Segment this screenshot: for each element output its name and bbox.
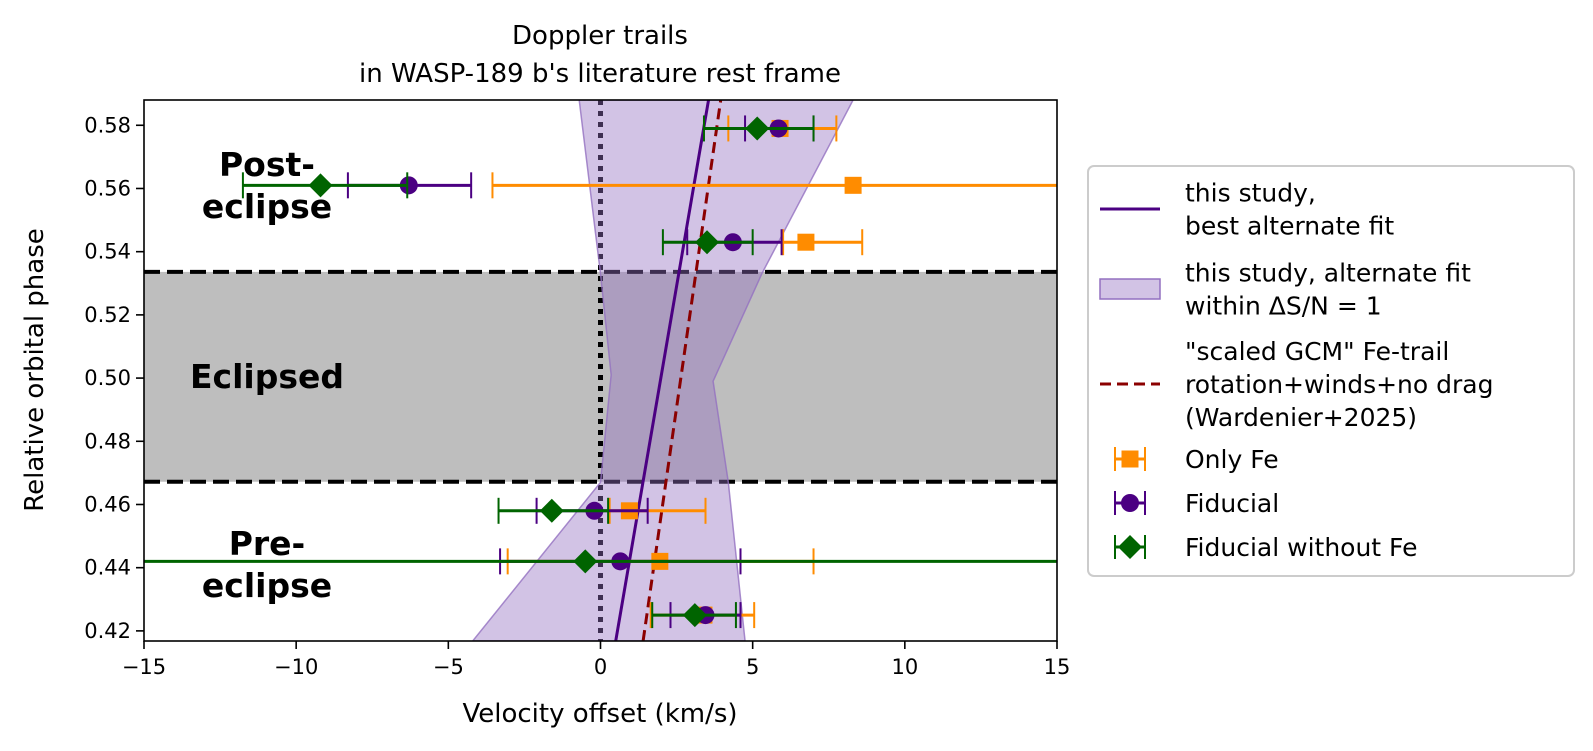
svg-text:Pre-: Pre- — [229, 524, 306, 563]
y-tick-label: 0.46 — [84, 492, 131, 516]
x-tick-label: 5 — [746, 655, 759, 679]
y-tick-label: 0.54 — [84, 240, 131, 264]
data-point-diamond — [539, 498, 564, 523]
y-tick-label: 0.58 — [84, 113, 131, 137]
legend-item-this-study-best-alternate-fit: this study, best alternate fit — [1100, 179, 1394, 241]
data-point-diamond — [308, 173, 333, 198]
data-point-diamond — [745, 116, 770, 141]
x-tick-label: −5 — [433, 655, 464, 679]
legend-band-swatch — [1099, 278, 1161, 300]
legend-label: this study, — [1185, 179, 1316, 208]
legend-label: best alternate fit — [1185, 212, 1394, 241]
data-point-square — [797, 233, 815, 251]
legend-label: this study, alternate fit — [1185, 259, 1471, 288]
region-label-post-eclipse: Post- eclipse — [202, 145, 332, 226]
data-point-square — [844, 176, 862, 194]
legend-label: Fiducial — [1185, 489, 1279, 518]
chart-title-line-1: Doppler trails — [512, 21, 688, 51]
data-point-diamond — [695, 230, 720, 255]
y-axis-ticks: 0.42 0.44 0.46 0.48 0.50 0.52 0.54 0.56 0.58 — [84, 113, 144, 643]
chart-title-line-2: in WASP-189 b's literature rest frame — [359, 59, 841, 89]
legend-item--scaled-gcm-fe-trail-rotation-winds-no-drag-wardenier-2025: "scaled GCM" Fe-trail rotation+winds+no d… — [1100, 337, 1493, 432]
svg-text:Post-: Post- — [219, 145, 315, 184]
legend-item-this-study-alternate-fit-within-s-n-1: this study, alternate fit within ΔS/N = 1 — [1099, 259, 1471, 321]
y-tick-label: 0.52 — [84, 303, 131, 327]
y-tick-label: 0.44 — [84, 556, 131, 580]
legend-item-fiducial-without-fe: Fiducial without Fe — [1114, 533, 1417, 562]
region-label-pre-eclipse: Pre- eclipse — [202, 524, 332, 605]
y-axis-label: Relative orbital phase — [20, 228, 50, 512]
x-axis-ticks: −15 −10 −5 0 5 10 15 — [122, 641, 1071, 679]
data-point-diamond — [682, 603, 707, 628]
y-tick-label: 0.50 — [84, 366, 131, 390]
y-tick-label: 0.56 — [84, 176, 131, 200]
x-tick-label: 0 — [594, 655, 607, 679]
x-tick-label: 15 — [1044, 655, 1071, 679]
legend-label: "scaled GCM" Fe-trail — [1185, 337, 1449, 366]
region-label-eclipsed: Eclipsed — [190, 357, 344, 396]
legend-label: Only Fe — [1185, 445, 1279, 474]
legend-item-only-fe: Only Fe — [1114, 445, 1279, 474]
data-point-circle — [399, 176, 418, 195]
x-tick-label: −10 — [274, 655, 318, 679]
legend-item-fiducial: Fiducial — [1114, 489, 1279, 518]
legend-marker-diamond — [1118, 535, 1142, 559]
series-fiducial-without-fe — [144, 115, 1057, 629]
y-tick-label: 0.48 — [84, 429, 131, 453]
scaled-gcm-trail-line — [641, 100, 723, 641]
svg-text:eclipse: eclipse — [202, 566, 332, 605]
x-axis-label: Velocity offset (km/s) — [462, 699, 737, 729]
legend-box — [1087, 165, 1575, 577]
legend-label: within ΔS/N = 1 — [1185, 292, 1382, 321]
x-tick-label: −15 — [122, 655, 166, 679]
svg-text:eclipse: eclipse — [202, 187, 332, 226]
legend-label: (Wardenier+2025) — [1185, 403, 1417, 432]
data-point-diamond — [573, 549, 598, 574]
legend-label: rotation+winds+no drag — [1185, 370, 1493, 399]
plot-area — [144, 100, 1057, 641]
legend-marker-square — [1121, 450, 1139, 468]
y-tick-label: 0.42 — [84, 619, 131, 643]
legend-label: Fiducial without Fe — [1185, 533, 1417, 562]
best-alternate-fit-line — [614, 100, 711, 641]
legend-marker-circle — [1121, 494, 1139, 512]
x-tick-label: 10 — [891, 655, 918, 679]
